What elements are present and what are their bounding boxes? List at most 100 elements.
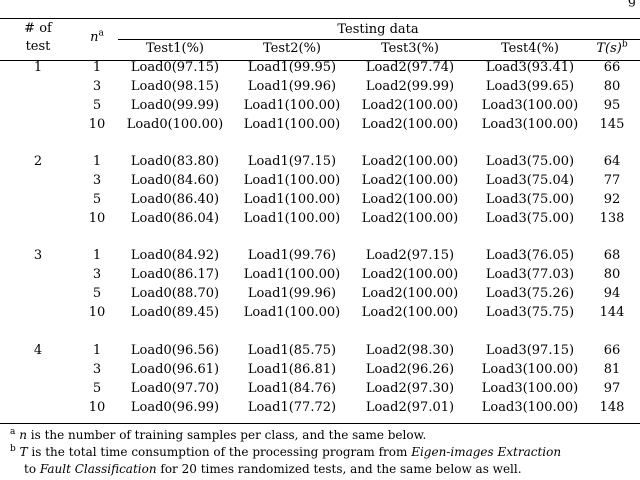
n-cell: 5 [92,192,102,207]
header-n: na [90,28,104,45]
test2-cell: Load1(100.00) [243,173,341,188]
test4-cell: Load3(100.00) [481,117,579,132]
n-cell: 10 [88,400,106,415]
test2-cell: Load1(99.95) [247,60,337,75]
test3-cell: Load2(98.30) [365,343,455,358]
test2-cell: Load1(99.96) [247,79,337,94]
time-cell: 66 [603,343,621,358]
test3-cell: Load2(100.00) [361,154,459,169]
test3-cell: Load2(100.00) [361,98,459,113]
n-cell: 1 [92,60,102,75]
test3-cell: Load2(100.00) [361,173,459,188]
bottom-rule [0,423,640,424]
group-rule [118,39,640,40]
test2-cell: Load1(100.00) [243,267,341,282]
test1-cell: Load0(83.80) [130,154,220,169]
test3-cell: Load2(100.00) [361,117,459,132]
test-number: 2 [33,154,43,169]
time-cell: 80 [603,267,621,282]
time-cell: 77 [603,173,621,188]
test2-cell: Load1(100.00) [243,305,341,320]
test3-cell: Load2(100.00) [361,211,459,226]
header-testing-data: Testing data [337,22,419,37]
n-cell: 3 [92,173,102,188]
header-test4: Test4(%) [500,41,560,56]
test1-cell: Load0(88.70) [130,286,220,301]
test4-cell: Load3(76.05) [485,248,575,263]
test2-cell: Load1(100.00) [243,98,341,113]
time-cell: 97 [603,381,621,396]
test1-cell: Load0(100.00) [126,117,224,132]
test4-cell: Load3(75.75) [485,305,575,320]
n-cell: 1 [92,343,102,358]
test2-cell: Load1(100.00) [243,211,341,226]
test-number: 3 [33,248,43,263]
n-cell: 1 [92,154,102,169]
n-cell: 3 [92,79,102,94]
top-rule [0,18,640,19]
time-cell: 80 [603,79,621,94]
time-cell: 68 [603,248,621,263]
time-cell: 148 [599,400,625,415]
test3-cell: Load2(97.01) [365,400,455,415]
test1-cell: Load0(86.04) [130,211,220,226]
test4-cell: Load3(100.00) [481,381,579,396]
n-cell: 10 [88,305,106,320]
time-cell: 66 [603,60,621,75]
test1-cell: Load0(96.56) [130,343,220,358]
test2-cell: Load1(84.76) [247,381,337,396]
test1-cell: Load0(98.15) [130,79,220,94]
header-time: T(s)b [596,39,628,56]
test1-cell: Load0(89.45) [130,305,220,320]
footnote-a: a n is the number of training samples pe… [10,427,427,443]
footnote-b-continued: to Fault Classification for 20 times ran… [24,462,522,476]
test1-cell: Load0(97.15) [130,60,220,75]
n-cell: 5 [92,381,102,396]
test4-cell: Load3(100.00) [481,362,579,377]
n-cell: 1 [92,248,102,263]
test3-cell: Load2(100.00) [361,286,459,301]
test1-cell: Load0(99.99) [130,98,220,113]
test2-cell: Load1(77.72) [247,400,337,415]
test2-cell: Load1(99.76) [247,248,337,263]
test2-cell: Load1(85.75) [247,343,337,358]
time-cell: 94 [603,286,621,301]
test4-cell: Load3(75.00) [485,192,575,207]
time-cell: 64 [603,154,621,169]
test2-cell: Load1(97.15) [247,154,337,169]
test3-cell: Load2(96.26) [365,362,455,377]
test4-cell: Load3(75.04) [485,173,575,188]
test3-cell: Load2(100.00) [361,305,459,320]
test2-cell: Load1(100.00) [243,192,341,207]
header-num-test-line1: # of [24,21,52,36]
test1-cell: Load0(97.70) [130,381,220,396]
test4-cell: Load3(100.00) [481,400,579,415]
test3-cell: Load2(97.30) [365,381,455,396]
test3-cell: Load2(97.74) [365,60,455,75]
test1-cell: Load0(86.17) [130,267,220,282]
test1-cell: Load0(96.99) [130,400,220,415]
test4-cell: Load3(75.00) [485,211,575,226]
test1-cell: Load0(84.92) [130,248,220,263]
test2-cell: Load1(86.81) [247,362,337,377]
time-cell: 144 [599,305,625,320]
n-cell: 5 [92,98,102,113]
test3-cell: Load2(100.00) [361,267,459,282]
time-cell: 138 [599,211,625,226]
test2-cell: Load1(99.96) [247,286,337,301]
test2-cell: Load1(100.00) [243,117,341,132]
n-cell: 10 [88,211,106,226]
time-cell: 81 [603,362,621,377]
header-test1: Test1(%) [145,41,205,56]
caption-fragment: g [628,0,637,8]
time-cell: 95 [603,98,621,113]
header-rule [0,60,640,61]
test-number: 1 [33,60,43,75]
header-test2: Test2(%) [262,41,322,56]
test4-cell: Load3(75.26) [485,286,575,301]
test4-cell: Load3(100.00) [481,98,579,113]
test4-cell: Load3(93.41) [485,60,575,75]
n-cell: 3 [92,267,102,282]
test4-cell: Load3(99.65) [485,79,575,94]
test1-cell: Load0(96.61) [130,362,220,377]
